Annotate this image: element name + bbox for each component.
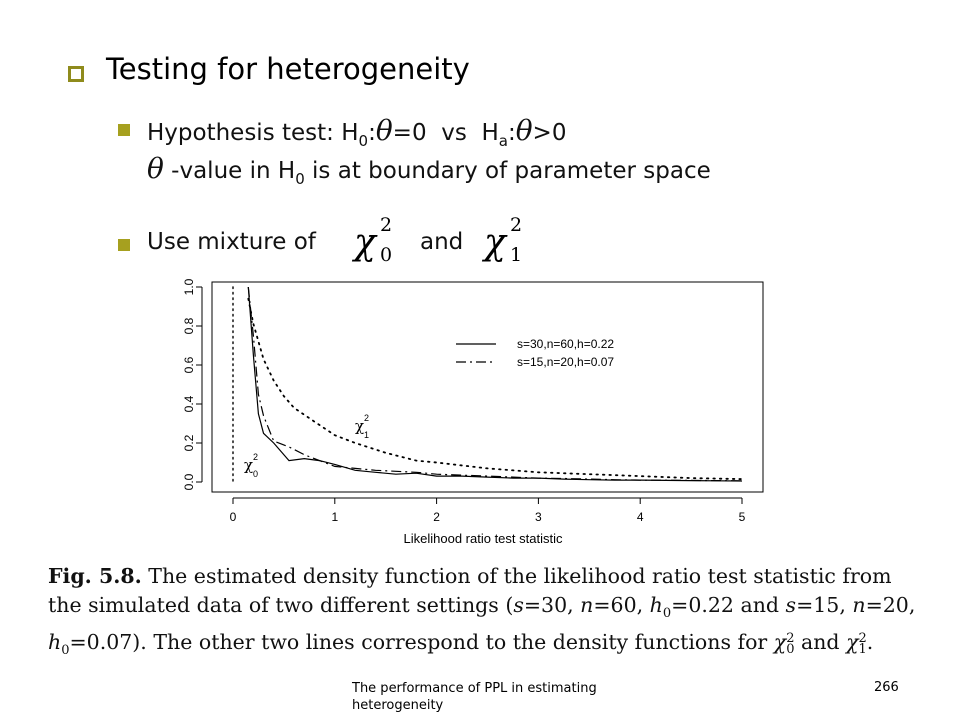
legend-label-2: s=15,n=20,h=0.07	[517, 355, 614, 369]
series-line-1	[247, 286, 743, 482]
y-tick-label-3: 0.6	[182, 356, 196, 373]
series-layer	[232, 286, 743, 483]
caption-chi-a: χ	[773, 630, 787, 655]
caption-n2: n	[852, 593, 866, 617]
theta-symbol-2: θ	[515, 114, 533, 147]
vs-text: vs	[441, 120, 467, 146]
chi1-annotation-sub: 1	[364, 430, 369, 440]
legend-label-1: s=30,n=60,h=0.22	[517, 337, 614, 351]
mixture-line: Use mixture of	[147, 229, 316, 255]
x-tick-label-3: 3	[535, 510, 542, 524]
caption-sub0: 0	[786, 642, 795, 658]
chi0-annotation: χ 2 0	[244, 452, 258, 479]
caption-eq15: =15,	[796, 593, 853, 617]
caption-n1: n	[580, 593, 594, 617]
caption-sup2a: 2	[786, 631, 795, 647]
mixture-text: Use mixture of	[147, 229, 316, 255]
slide-title-text: Testing for heterogeneity	[106, 52, 470, 86]
caption-fig-label: Fig. 5.8.	[48, 564, 142, 588]
title-bullet-icon	[68, 66, 84, 82]
theta-symbol-3: θ	[147, 152, 164, 185]
series-line-0	[247, 286, 743, 482]
footer-text: The performance of PPL in estimating het…	[352, 681, 597, 713]
colon-2: :	[507, 120, 516, 146]
y-tick-label-2: 0.4	[182, 395, 196, 412]
colon-1: :	[368, 120, 376, 146]
chi0-sub: 0	[380, 244, 393, 266]
caption-s2: s	[785, 593, 797, 617]
x-tick-label-0: 0	[230, 510, 237, 524]
x-tick-label-1: 1	[331, 510, 338, 524]
caption-eq20: =20,	[865, 593, 916, 617]
hypothesis-test-line: Hypothesis test: H0:θ=0 vs Ha:θ>0	[147, 114, 566, 150]
and-text: and	[420, 229, 464, 255]
chi0-symbol: χ 2 0	[354, 214, 392, 266]
caption-and: and	[794, 630, 847, 655]
chi1-base: χ	[484, 222, 506, 263]
chi1-symbol: χ 2 1	[484, 214, 522, 266]
hypothesis-prefix: Hypothesis test: H	[147, 120, 359, 146]
figure-caption: Fig. 5.8. The estimated density function…	[48, 562, 928, 665]
ha-text: H	[481, 120, 499, 146]
boundary-text-a: -value in H	[163, 158, 296, 184]
series-line-2	[247, 297, 743, 481]
y-tick-label-5: 1.0	[182, 278, 196, 295]
boundary-text-b: is at boundary of parameter space	[304, 158, 711, 184]
equals-zero: =0	[392, 120, 427, 146]
x-axis: 0 1 2 3 4 5	[230, 497, 746, 524]
h0-subscript: 0	[358, 132, 369, 150]
theta-symbol: θ	[375, 114, 393, 147]
caption-end: .	[866, 630, 874, 655]
caption-sup2b: 2	[858, 631, 867, 647]
caption-chi-b: χ	[846, 630, 859, 655]
x-tick-label-2: 2	[433, 510, 440, 524]
h0-subscript-2: 0	[295, 170, 305, 188]
x-axis-label: Likelihood ratio test statistic	[404, 531, 563, 546]
chi1-annotation: χ 2 1	[355, 413, 369, 440]
caption-sub1: 1	[858, 642, 867, 658]
x-tick-label-4: 4	[637, 510, 644, 524]
chi1-annotation-sup: 2	[364, 413, 369, 423]
caption-s1: s	[513, 593, 524, 617]
chi0-base: χ	[354, 222, 376, 263]
plot-frame	[211, 281, 764, 493]
greater-zero: >0	[532, 120, 567, 146]
chi0-annotation-base: χ	[244, 456, 253, 474]
y-tick-label-0: 0.0	[182, 473, 196, 490]
ha-subscript: a	[498, 132, 508, 150]
chi0-sup: 2	[380, 214, 393, 236]
y-tick-label-4: 0.8	[182, 317, 196, 334]
y-tick-label-1: 0.2	[182, 434, 196, 451]
chi0-annotation-sub: 0	[253, 469, 258, 479]
caption-h2: h	[48, 630, 62, 655]
caption-eq60: =60,	[593, 593, 650, 617]
legend: s=30,n=60,h=0.22 s=15,n=20,h=0.07	[456, 337, 614, 369]
caption-line2a: the simulated data of two different sett…	[48, 593, 514, 617]
caption-eq30: =30,	[523, 593, 581, 617]
caption-eq007: =0.07). The other two lines correspond t…	[69, 630, 774, 655]
y-axis: 0.0 0.2 0.4 0.6 0.8 1.0	[182, 278, 203, 490]
chi1-sup: 2	[510, 214, 523, 236]
chi1-sub: 1	[510, 244, 523, 266]
caption-eq022: =0.22 and	[671, 593, 786, 617]
caption-line1: The estimated density function of the li…	[141, 564, 892, 588]
bullet-square-icon-2	[118, 239, 130, 251]
page-number: 266	[874, 680, 899, 695]
boundary-line: θ -value in H0 is at boundary of paramet…	[147, 152, 711, 188]
bullet-square-icon	[118, 124, 130, 136]
x-tick-label-5: 5	[739, 510, 746, 524]
caption-h1sub: 0	[662, 606, 672, 622]
chi1-annotation-base: χ	[355, 417, 364, 435]
caption-h2sub: 0	[61, 643, 70, 659]
chi0-annotation-sup: 2	[253, 452, 258, 462]
caption-h1: h	[649, 593, 663, 617]
